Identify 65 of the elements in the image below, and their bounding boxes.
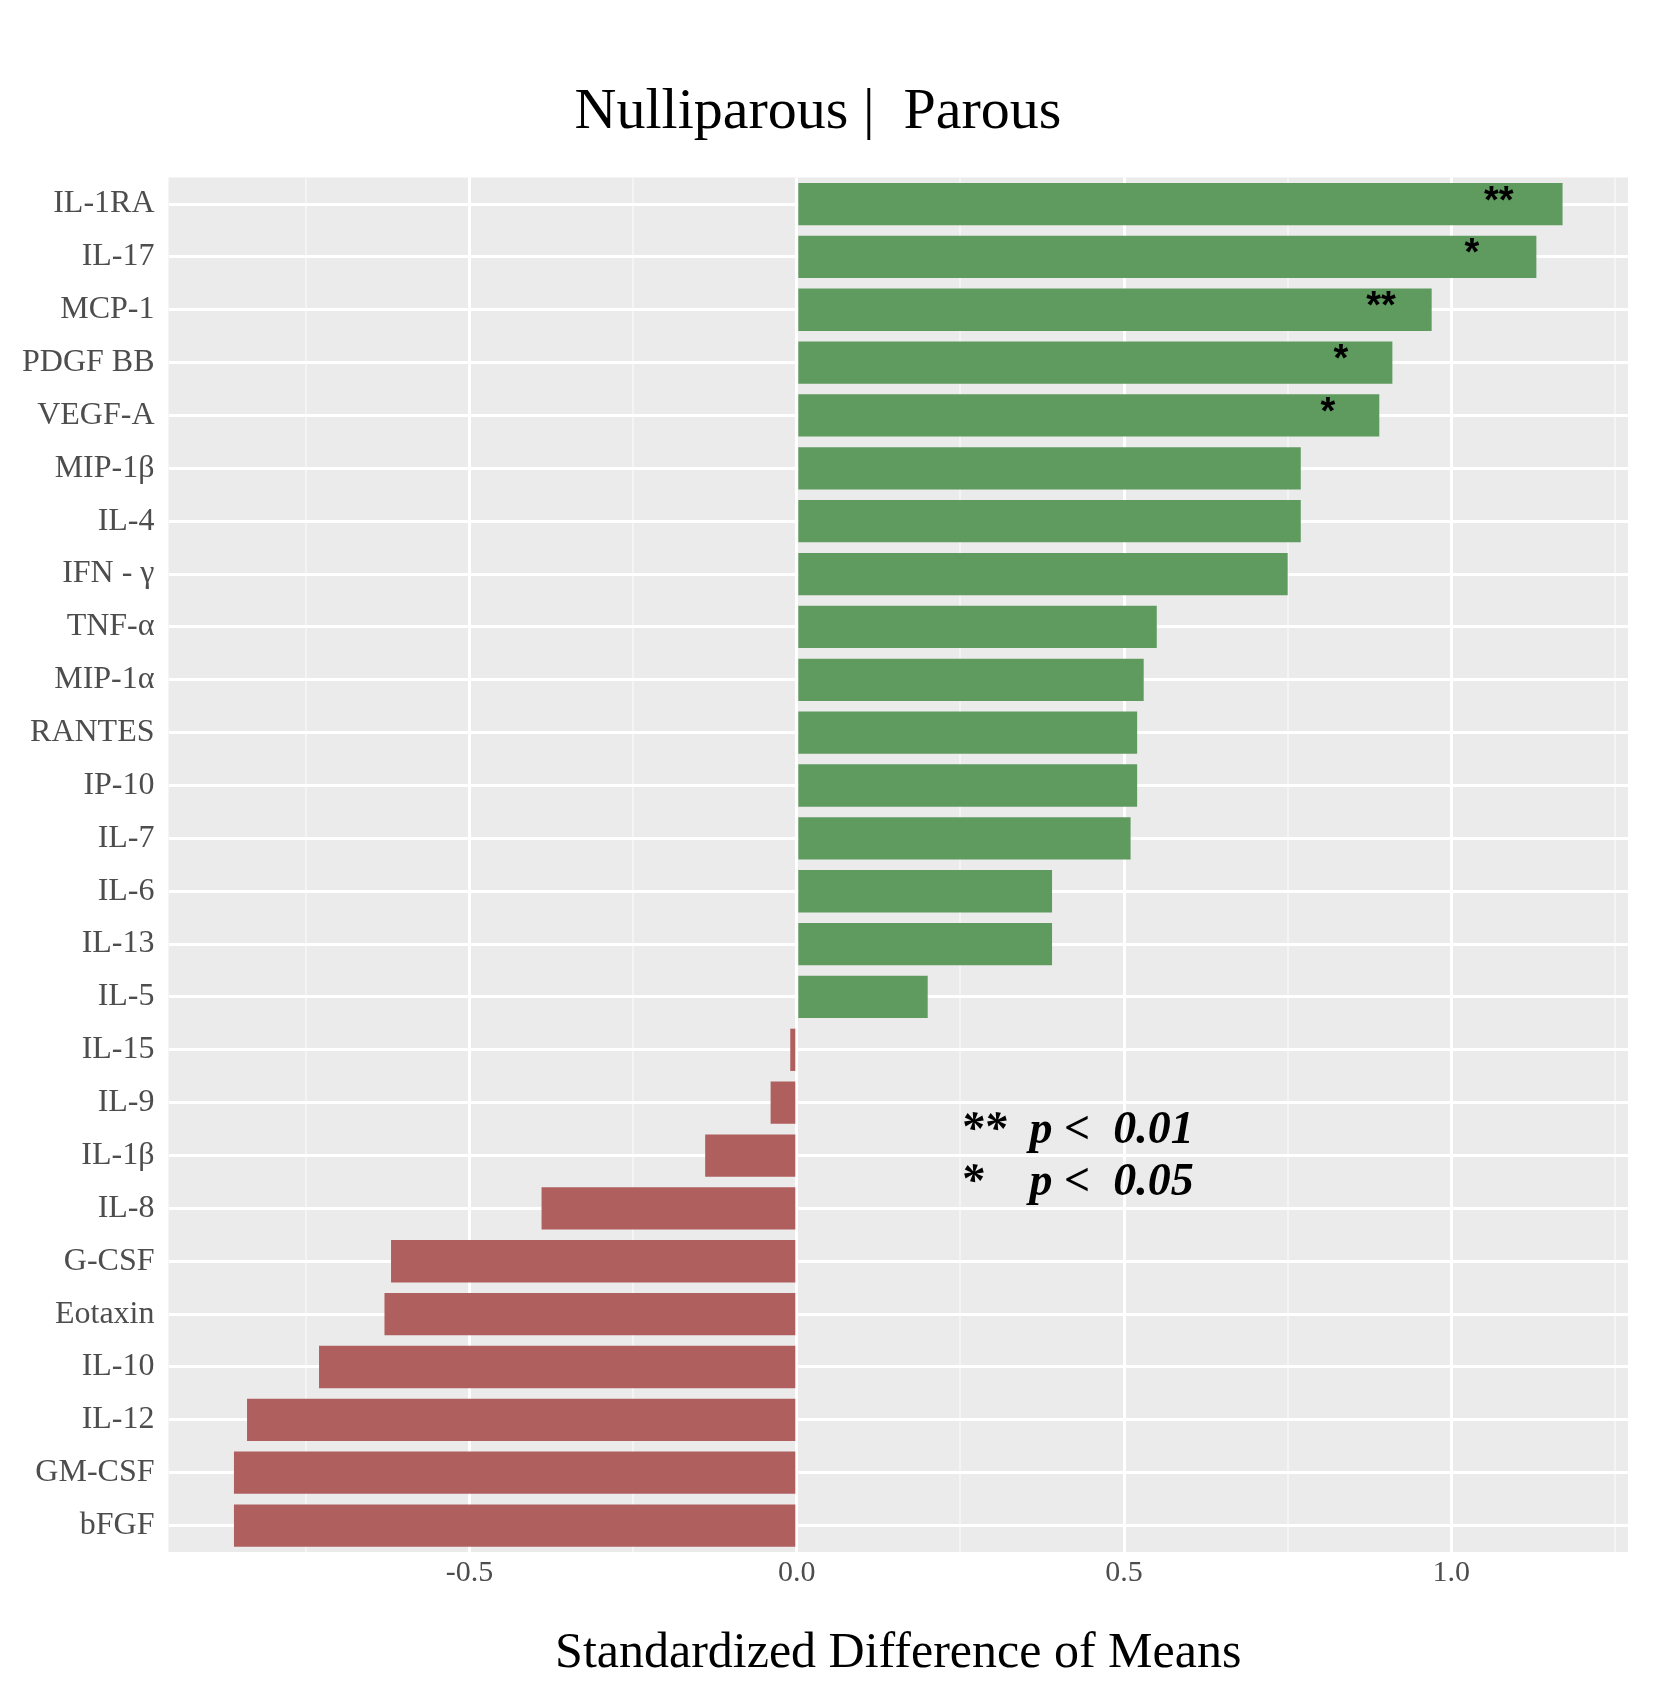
bar — [798, 552, 1288, 596]
y-tick-label: VEGF-A — [37, 394, 155, 431]
bar — [705, 1134, 796, 1177]
bar — [391, 1240, 796, 1283]
y-tick-label: IL-6 — [97, 870, 155, 907]
bar — [384, 1292, 796, 1336]
y-tick-label: MCP-1 — [60, 289, 155, 326]
y-tick-label: PDGF BB — [22, 342, 155, 379]
bar — [790, 1028, 796, 1071]
x-axis-title: Standardized Difference of Means — [555, 1622, 1242, 1679]
annotation: * — [1464, 231, 1480, 274]
y-tick-label: MIP-1β — [54, 447, 155, 484]
x-tick-label: 0.0 — [778, 1553, 816, 1587]
bar — [233, 1451, 796, 1494]
y-tick-label: Eotaxin — [54, 1293, 155, 1330]
bar — [541, 1187, 796, 1230]
x-tick-label: 1.0 — [1432, 1553, 1471, 1587]
y-tick-label: IL-5 — [97, 976, 155, 1013]
bar — [770, 1081, 796, 1124]
annotation: * — [1333, 337, 1349, 380]
bar — [798, 235, 1537, 279]
bar — [798, 975, 928, 1019]
bar — [798, 870, 1053, 913]
y-tick-label: IL-1β — [81, 1134, 155, 1171]
bar — [798, 922, 1053, 966]
y-tick-label: IL-1RA — [53, 183, 155, 220]
bar — [798, 764, 1138, 807]
bar — [798, 394, 1380, 437]
x-tick-label: 0.5 — [1105, 1553, 1143, 1587]
bar — [798, 341, 1393, 384]
y-tick-label: IL-9 — [97, 1082, 155, 1119]
annotation: * p < 0.05 — [960, 1154, 1194, 1206]
y-tick-label: G-CSF — [63, 1240, 155, 1277]
y-tick-label: IL-17 — [81, 236, 155, 273]
y-tick-label: IL-10 — [81, 1346, 155, 1383]
bar — [798, 447, 1301, 490]
y-tick-label: IL-15 — [81, 1029, 155, 1066]
y-tick-label: TNF-α — [66, 606, 155, 643]
bar — [798, 500, 1301, 543]
bar — [319, 1345, 796, 1389]
y-tick-label: IL-4 — [97, 500, 155, 537]
bar — [798, 182, 1563, 226]
bar — [247, 1398, 796, 1441]
y-tick-label: RANTES — [30, 712, 155, 749]
y-tick-label: IL-12 — [81, 1399, 155, 1436]
bar — [798, 817, 1131, 860]
chart-title: Nulliparous | Parous — [574, 76, 1062, 142]
y-tick-label: GM-CSF — [35, 1452, 155, 1489]
bar — [798, 288, 1432, 331]
annotation: ** p < 0.01 — [960, 1102, 1194, 1154]
y-tick-label: bFGF — [79, 1504, 155, 1541]
bar — [798, 658, 1144, 701]
x-tick-label: -0.5 — [445, 1553, 494, 1587]
bar — [233, 1504, 796, 1547]
y-tick-label: IL-7 — [97, 817, 155, 854]
bar — [798, 711, 1138, 754]
annotation: * — [1320, 389, 1336, 432]
y-tick-label: IP-10 — [83, 764, 155, 801]
bar — [798, 605, 1157, 649]
annotation: ** — [1366, 284, 1396, 327]
y-tick-label: IL-13 — [81, 923, 155, 960]
y-tick-label: IL-8 — [97, 1187, 155, 1224]
annotation: ** — [1484, 178, 1514, 221]
y-tick-label: IFN - γ — [62, 553, 155, 590]
y-tick-label: MIP-1α — [54, 659, 155, 696]
